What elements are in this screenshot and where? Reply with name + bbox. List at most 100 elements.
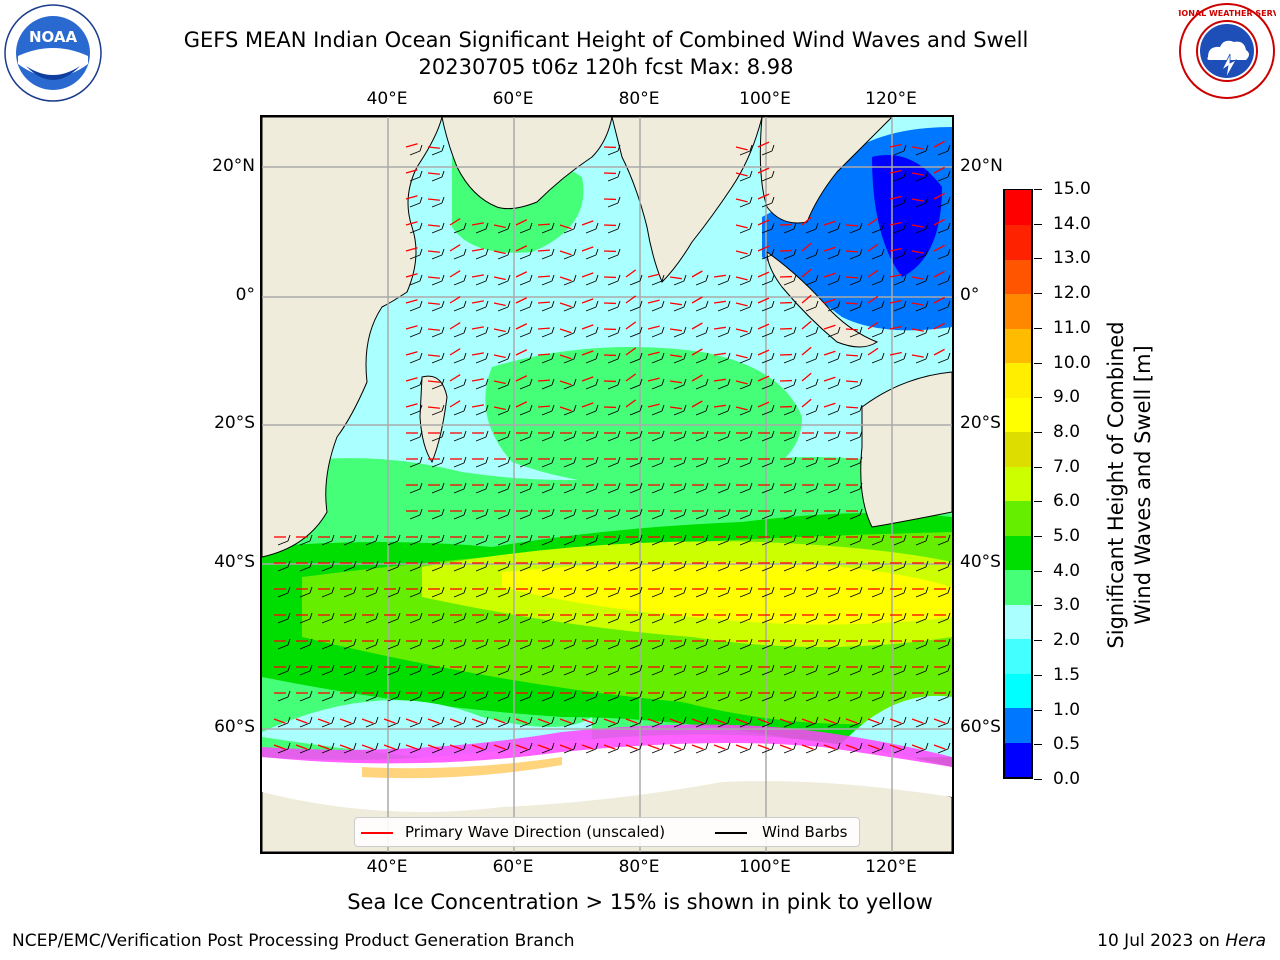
wind-barb [409,254,421,260]
wind-barb [343,618,355,624]
wind-barb [519,436,531,442]
wind-barb [475,566,487,572]
wind-barb-feather [353,534,357,542]
wind-barb [937,696,949,702]
wind-barb-feather [617,352,621,360]
wind-barb [893,670,905,676]
wind-barb [541,462,553,468]
wave-direction-arrow [867,217,879,226]
wind-barb-feather [463,508,467,516]
wind-barb [563,644,575,650]
wind-barb [453,696,465,702]
wind-barb-feather [947,612,951,620]
wind-barb [805,462,817,468]
wind-barb-feather [727,274,731,282]
wind-barb-feather [529,430,533,438]
wave-direction-arrow [713,300,726,304]
wind-barb-feather [903,560,907,568]
wind-barb-feather [815,248,819,256]
wind-barb-feather [441,742,445,750]
wind-barb [805,514,817,520]
wind-barb-feather [617,586,621,594]
wind-barb-feather [793,300,797,308]
wind-barb [475,748,487,754]
wind-barb [409,644,421,650]
wind-barb [409,384,421,390]
land-africa [262,117,443,558]
wind-barb [673,722,685,728]
colorbar-tick [1034,501,1042,503]
wind-barb [827,306,839,312]
wave-direction-arrow [735,354,748,359]
colorbar-segment [1005,190,1031,226]
colorbar [1003,189,1033,779]
sea-ice-edge-yellow [362,757,562,779]
wind-barb-feather [375,690,379,698]
wind-barb [849,592,861,598]
wave-direction-arrow [427,328,441,331]
wind-barb [475,254,487,260]
wind-barb-feather [683,586,687,594]
wind-barb-feather [419,430,423,438]
wave-direction-arrow [845,406,859,409]
wind-barb-feather [441,300,445,308]
wave-direction-arrow [823,376,836,382]
wave-direction-arrow [515,744,528,750]
wind-barb-feather [727,560,731,568]
wind-barb-feather [859,456,863,464]
colorbar-label-line2: Wind Waves and Swell [m] [1131,345,1155,625]
wind-barb [893,306,905,312]
wind-barb [497,410,509,416]
wind-barb [277,592,289,598]
wind-barb-feather [441,170,445,178]
wind-barb-feather [727,508,731,516]
wind-barb [453,384,465,390]
wind-barb-feather [903,274,907,282]
wave-direction-arrow [383,718,396,724]
colorbar-tick-label: 7.0 [1053,456,1081,477]
wind-barb [695,722,707,728]
wind-barb [321,722,333,728]
wind-barb-feather [331,742,335,750]
wind-barb-feather [903,534,907,542]
wind-barb [783,592,795,598]
wind-barb [827,228,839,234]
wind-barb [519,488,531,494]
wind-barb-feather [485,690,489,698]
wind-barb-feather [287,612,291,620]
wind-barb [519,540,531,546]
wave-direction-arrow [537,249,551,252]
wind-barb-feather [419,274,423,282]
wind-barb-feather [771,300,775,308]
wind-barb [827,410,839,416]
wind-barb [717,332,729,338]
wind-barb [915,644,927,650]
lat-label-right-20s: 20°S [960,413,1001,433]
wind-barb [827,722,839,728]
wind-barb [607,462,619,468]
wind-barb-feather [925,170,929,178]
wind-barb-feather [661,352,665,360]
wave-direction-arrow [493,406,506,411]
wind-barb [629,488,641,494]
wind-barb-feather [507,430,511,438]
wind-barb [541,488,553,494]
wind-barb [453,254,465,260]
wind-barb [717,592,729,598]
wind-barb [629,436,641,442]
wind-barb [739,254,751,260]
wind-barb-feather [287,664,291,672]
wind-barb [585,644,597,650]
wind-barb-feather [573,690,577,698]
wind-barb-feather [595,404,599,412]
wind-barb [431,670,443,676]
wind-barb-feather [749,170,753,178]
wind-barb [453,462,465,468]
wind-barb [805,332,817,338]
wind-barb [431,462,443,468]
wind-barb-feather [859,534,863,542]
wind-barb-feather [815,326,819,334]
wave-direction-arrow [405,718,418,724]
wave-direction-arrow [647,377,660,382]
wind-barb-feather [551,586,555,594]
